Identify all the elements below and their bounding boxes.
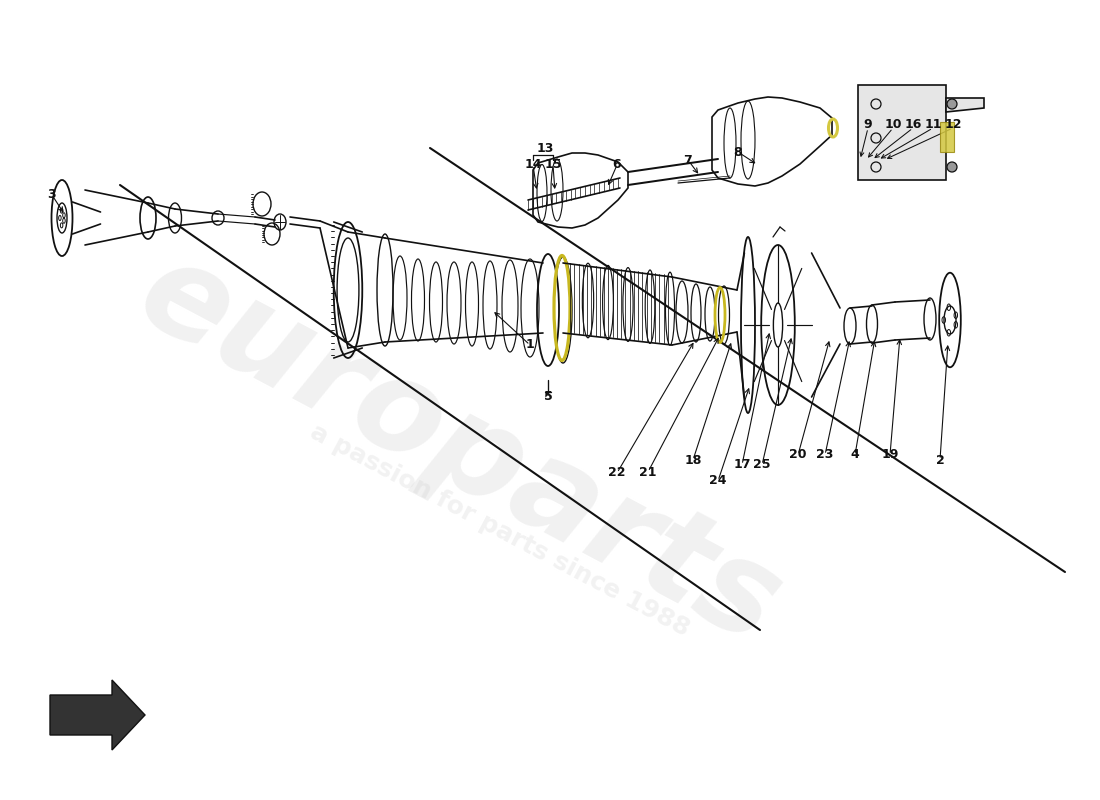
Bar bbox=[940, 122, 954, 152]
Polygon shape bbox=[946, 98, 984, 112]
Polygon shape bbox=[50, 680, 145, 750]
Text: 23: 23 bbox=[816, 449, 834, 462]
Text: 15: 15 bbox=[544, 158, 562, 171]
Text: 9: 9 bbox=[864, 118, 872, 131]
Circle shape bbox=[947, 99, 957, 109]
Text: 8: 8 bbox=[734, 146, 742, 158]
Text: 2: 2 bbox=[936, 454, 945, 466]
Text: 21: 21 bbox=[639, 466, 657, 478]
Text: 16: 16 bbox=[904, 118, 922, 131]
Text: 12: 12 bbox=[944, 118, 961, 131]
Text: 18: 18 bbox=[684, 454, 702, 466]
Text: 5: 5 bbox=[543, 390, 552, 402]
Text: 14: 14 bbox=[525, 158, 541, 171]
Text: 24: 24 bbox=[710, 474, 727, 487]
Text: 11: 11 bbox=[924, 118, 942, 131]
Circle shape bbox=[947, 162, 957, 172]
Text: 6: 6 bbox=[613, 158, 621, 171]
Text: a passion for parts since 1988: a passion for parts since 1988 bbox=[306, 419, 694, 641]
Text: 3: 3 bbox=[47, 189, 56, 202]
Text: europarts: europarts bbox=[119, 229, 801, 671]
Text: 4: 4 bbox=[850, 449, 859, 462]
Text: 19: 19 bbox=[881, 449, 899, 462]
Text: 25: 25 bbox=[754, 458, 771, 471]
Text: 22: 22 bbox=[608, 466, 626, 479]
FancyBboxPatch shape bbox=[858, 85, 946, 180]
Text: 7: 7 bbox=[683, 154, 692, 166]
Text: 17: 17 bbox=[734, 458, 750, 471]
Text: 20: 20 bbox=[790, 449, 806, 462]
Text: 13: 13 bbox=[537, 142, 553, 154]
Text: 1: 1 bbox=[526, 338, 535, 351]
Text: 10: 10 bbox=[884, 118, 902, 131]
